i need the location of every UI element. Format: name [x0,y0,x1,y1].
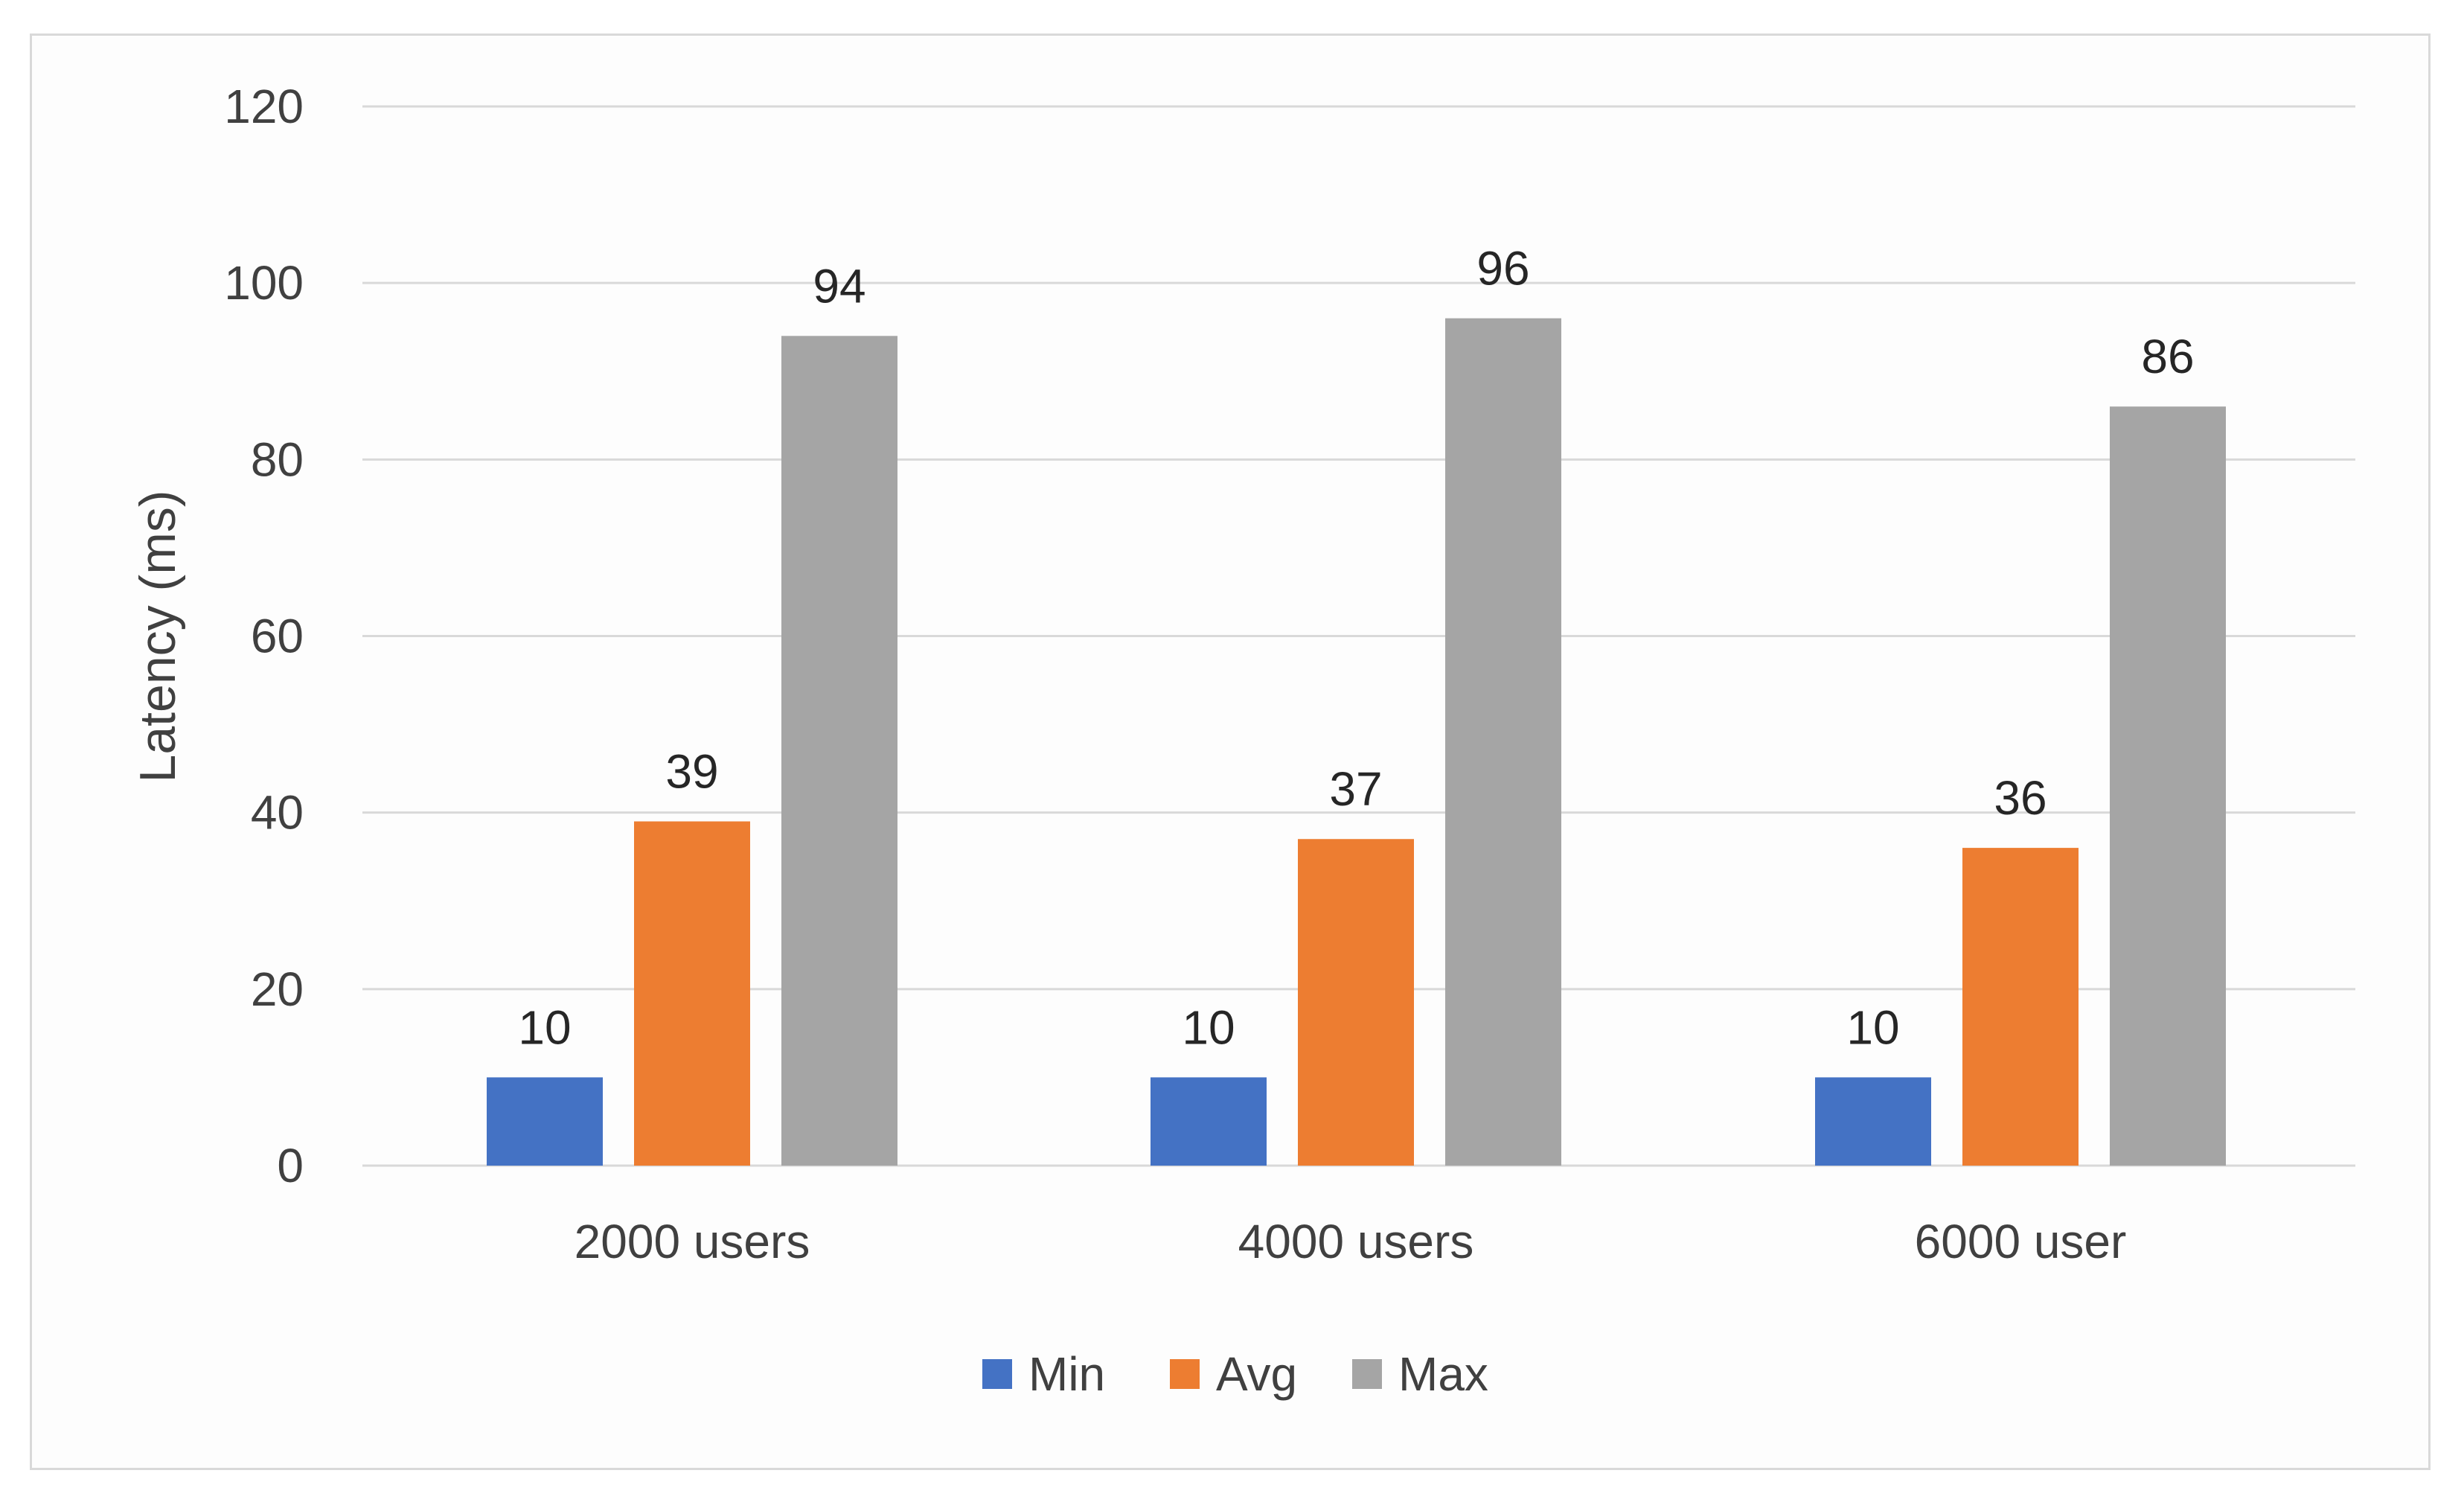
data-label-max-3: 86 [2141,330,2194,383]
bar-max-1 [781,336,897,1166]
y-axis-title: Latency (ms) [129,491,186,783]
y-tick-label: 80 [251,432,304,486]
data-labels: 10 39 94 10 37 96 10 36 86 [518,242,2194,1055]
y-tick-label: 100 [224,256,304,310]
data-label-min-2: 10 [1182,1000,1235,1054]
legend-swatch-max [1352,1359,1382,1389]
data-label-avg-1: 39 [665,745,718,799]
data-label-avg-3: 36 [1994,771,2047,825]
legend-swatch-avg [1170,1359,1200,1389]
y-axis-ticks: 0 20 40 60 80 100 120 [224,80,304,1192]
x-category-label: 2000 users [575,1215,810,1268]
chart-frame [30,33,2431,1470]
x-category-label: 6000 user [1915,1215,2127,1268]
y-tick-label: 60 [251,610,304,663]
x-axis-categories: 2000 users 4000 users 6000 user [575,1215,2127,1268]
y-tick-label: 120 [224,80,304,133]
x-category-label: 4000 users [1238,1215,1474,1268]
bar-min-3 [1815,1077,1931,1166]
bar-avg-1 [634,821,750,1166]
legend-label-avg: Avg [1216,1347,1297,1401]
data-label-max-2: 96 [1476,242,1529,296]
legend: Min Avg Max [982,1347,1488,1401]
data-label-min-1: 10 [518,1000,571,1054]
bar-avg-2 [1298,839,1414,1166]
data-label-max-1: 94 [813,259,865,313]
y-tick-label: 0 [277,1139,304,1192]
legend-swatch-min [982,1359,1012,1389]
bar-max-3 [2110,406,2226,1166]
bars [487,318,2226,1166]
legend-label-min: Min [1028,1347,1105,1401]
bar-min-1 [487,1077,603,1166]
y-tick-label: 40 [251,786,304,840]
data-label-avg-2: 37 [1329,762,1382,816]
legend-label-max: Max [1398,1347,1488,1401]
y-tick-label: 20 [251,962,304,1016]
bar-avg-3 [1962,848,2079,1166]
bar-min-2 [1151,1077,1267,1166]
data-label-min-3: 10 [1846,1000,1899,1054]
bar-max-2 [1445,318,1561,1166]
